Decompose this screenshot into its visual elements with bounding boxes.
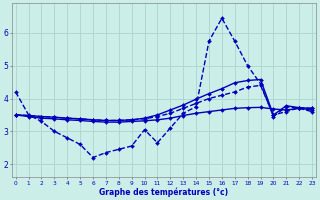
X-axis label: Graphe des températures (°c): Graphe des températures (°c) [99, 187, 228, 197]
